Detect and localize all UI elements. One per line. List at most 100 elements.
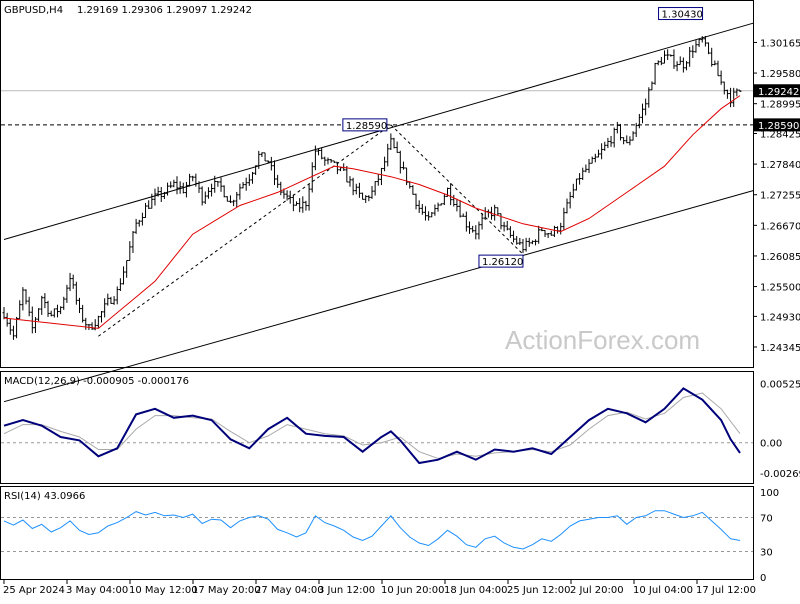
candle [140,212,144,226]
candle [131,231,135,253]
candle [295,201,299,206]
macd-panel-frame [0,371,754,484]
candle [30,306,34,334]
candle [640,103,644,124]
candle [423,206,427,221]
candle [219,177,223,192]
candle [147,200,151,210]
candle [707,42,711,55]
candle [644,98,648,116]
candle [392,137,396,149]
price-axis-label: 1.28995 [760,100,800,111]
annotation-box [478,254,524,268]
candle [232,199,236,207]
candle [666,49,670,60]
candle [678,56,682,66]
candle [194,173,198,187]
candle [175,176,179,195]
time-axis-label: 10 Jun 20:00 [381,585,445,596]
candle [565,198,569,214]
candle [260,152,264,157]
candle [351,177,355,196]
candle [433,204,437,216]
rsi-axis-label: 30 [760,548,773,559]
candle [496,207,500,216]
candle [370,186,374,199]
candle [304,200,308,211]
candle [493,204,497,221]
candle [247,174,251,186]
price-layer: 1.30430 1.28590 1.26120 [1,7,755,403]
candle [8,318,12,335]
candle [590,156,594,164]
candle [508,226,512,238]
candle [420,203,424,215]
rsi-axis-label: 70 [760,514,773,525]
candle [335,161,339,175]
rsi-axis-label: 100 [760,488,779,499]
candle [210,183,214,197]
candle [455,198,459,212]
candle [578,173,582,185]
candle [691,45,695,58]
candle [729,87,733,108]
candle [27,296,31,317]
candle [68,272,72,292]
candle [62,296,66,311]
candle [515,235,519,245]
candle [90,322,94,330]
candle [436,202,440,212]
annotation-box [342,118,388,132]
price-annotation: 1.28590 [342,118,388,132]
candle [615,121,619,134]
candle [235,191,239,208]
candle [562,207,566,230]
candle [379,167,383,186]
macd-axis-label: 0.005257 [760,379,800,390]
candle [549,230,553,236]
candle [71,274,75,289]
candle [238,183,242,200]
candle [81,304,85,323]
candle [257,150,261,169]
candle [272,160,276,186]
candle [659,56,663,66]
candle [537,225,541,244]
candle [685,61,689,71]
candle [647,87,651,108]
candle [738,89,742,92]
candle [430,211,434,218]
candle [398,150,402,174]
candle [200,186,204,206]
candle [663,50,667,64]
candle [159,187,163,203]
candle [653,62,657,85]
candle [609,136,613,147]
candle [625,135,629,144]
candle [21,287,25,311]
candle [103,298,107,318]
channel-lower-line [3,189,755,403]
candle [65,284,69,303]
candle [276,174,280,188]
symbol-label: GBPUSD,H4 [4,5,63,16]
candle [298,198,302,213]
candle [46,300,50,317]
price-axis-label: 1.27255 [760,191,800,202]
candle [184,181,188,198]
candle [52,308,56,318]
candle [326,157,330,165]
candle [386,143,390,167]
candle [722,81,726,95]
candle [206,187,210,199]
candle [669,54,673,57]
candle [452,194,456,207]
candle [603,141,607,151]
candle [137,219,141,227]
candle [468,221,472,234]
time-axis-label: 2 Jul 20:00 [570,585,624,596]
candle [269,156,273,171]
candle [285,190,289,201]
rsi-title: RSI(14) 43.0966 [4,491,85,502]
candle [348,176,352,187]
